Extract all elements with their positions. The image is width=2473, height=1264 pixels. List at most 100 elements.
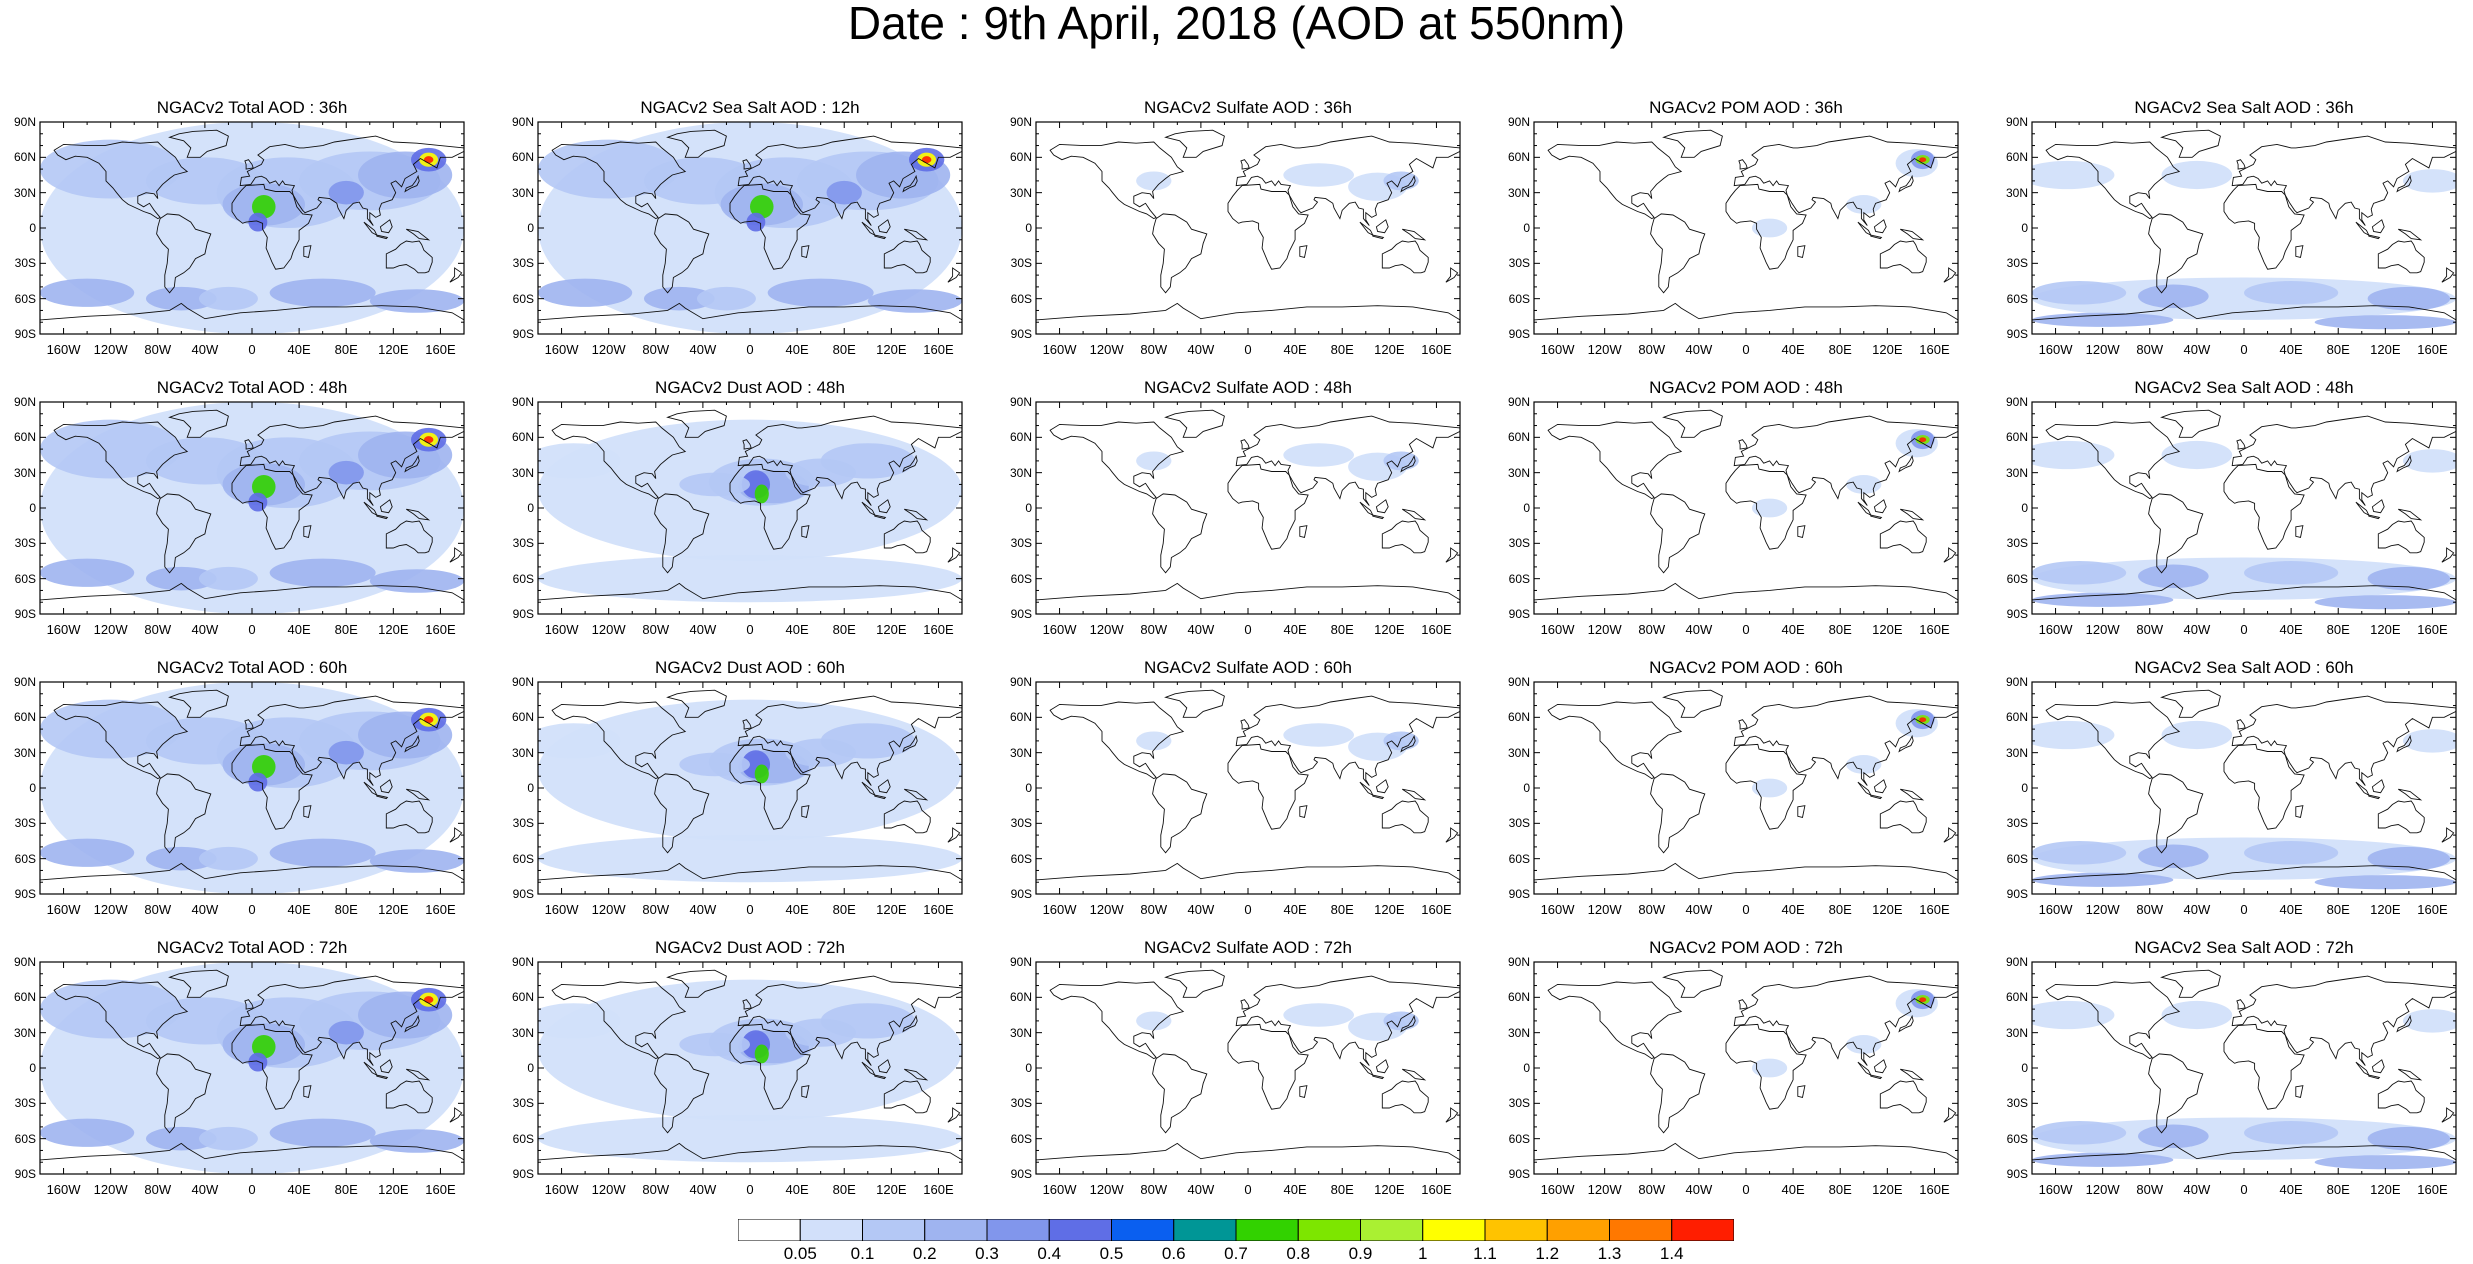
lon-label: 120W — [1089, 902, 1124, 917]
coastline — [1375, 1059, 1389, 1074]
lat-label: 90S — [512, 1167, 534, 1181]
panel-title: NGACv2 POM AOD : 48h — [1649, 378, 1843, 397]
map-panel: NGACv2 Sulfate AOD : 36h 90N 60N 30N 0 30S 60S… — [1010, 98, 1461, 357]
aod-field — [2161, 440, 2233, 470]
aod-field — [2032, 561, 2127, 585]
lon-label: 80E — [832, 1182, 856, 1197]
lon-label: 120E — [876, 342, 907, 357]
aod-field — [820, 443, 915, 479]
coastline — [379, 1059, 393, 1074]
panel-title: NGACv2 Sea Salt AOD : 12h — [640, 98, 860, 117]
aod-field — [252, 1035, 276, 1059]
lon-label: 40E — [2279, 902, 2303, 917]
panel-title: NGACv2 Total AOD : 72h — [156, 938, 348, 957]
coastline — [801, 1085, 810, 1098]
lon-label: 0 — [2240, 902, 2248, 917]
aod-field — [538, 1115, 962, 1163]
map-panel: NGACv2 Total AOD : 60h 90N 60N 30N 0 30S 60S 90… — [14, 658, 465, 917]
aod-field — [2161, 160, 2233, 190]
aod-field — [146, 566, 217, 591]
lon-label: 120W — [2085, 902, 2120, 917]
coastline — [1873, 219, 1887, 234]
world-map — [1035, 681, 1461, 895]
lon-label: 120W — [1587, 1182, 1622, 1197]
coastline — [1445, 827, 1459, 843]
lat-label: 0 — [29, 501, 36, 515]
lat-label: 90S — [2006, 1167, 2028, 1181]
lat-label: 30S — [2006, 816, 2028, 831]
aod-field — [423, 436, 434, 444]
lon-label: 160W — [46, 622, 81, 637]
panel-title: NGACv2 Total AOD : 60h — [156, 658, 348, 677]
coastline — [404, 1014, 420, 1033]
coastline — [737, 975, 962, 1066]
lat-label: 60N — [1009, 430, 1032, 445]
lat-label: 90N — [1009, 955, 1032, 969]
coastline — [1738, 999, 1748, 1010]
coastline — [156, 213, 212, 294]
lon-label: 0 — [2240, 342, 2248, 357]
coastline — [239, 415, 464, 506]
lon-label: 160E — [425, 1182, 456, 1197]
lat-label: 60S — [2006, 291, 2028, 306]
map-panel: NGACv2 Sea Salt AOD : 48h 90N 60N 30N 0 30S 60… — [2006, 378, 2457, 637]
lon-label: 160W — [544, 1182, 579, 1197]
coastline — [156, 1053, 212, 1134]
coastline — [404, 734, 420, 753]
world-map — [1533, 681, 1959, 895]
coastline — [2371, 1059, 2385, 1074]
lon-label: 160W — [2038, 902, 2073, 917]
coastline — [1400, 174, 1416, 193]
aod-field — [2367, 286, 2451, 311]
lon-label: 160E — [1919, 342, 1950, 357]
coastline — [1381, 800, 1429, 834]
lat-label: 30S — [512, 1096, 534, 1111]
coastline — [666, 969, 727, 998]
coastline — [2160, 969, 2221, 998]
lon-label: 80E — [334, 902, 358, 917]
lat-label: 90S — [2006, 327, 2028, 341]
coastline — [1402, 228, 1427, 241]
lon-label: 80W — [144, 622, 172, 637]
lon-label: 120E — [2370, 1182, 2401, 1197]
lon-label: 80W — [1638, 342, 1666, 357]
world-map — [39, 961, 465, 1175]
coastline — [1400, 1014, 1416, 1033]
lon-label: 80E — [334, 622, 358, 637]
coastline — [379, 499, 393, 514]
lon-label: 40E — [785, 342, 809, 357]
world-map — [1533, 961, 1959, 1175]
colorbar-label: 0.4 — [1037, 1244, 1062, 1263]
aod-field — [1751, 498, 1788, 518]
colorbar-box — [1235, 1219, 1299, 1241]
coastline — [1900, 228, 1925, 241]
lat-label: 30N — [1507, 465, 1530, 480]
panel-title: NGACv2 POM AOD : 72h — [1649, 938, 1843, 957]
aod-field — [867, 289, 962, 313]
lat-label: 90S — [1508, 607, 1530, 621]
coastline — [1797, 1085, 1806, 1098]
coastline — [1299, 245, 1308, 258]
lon-label: 40W — [689, 1182, 717, 1197]
coastline — [1725, 463, 1807, 550]
aod-field — [921, 156, 932, 164]
coastline — [2377, 520, 2425, 554]
coastline — [551, 141, 687, 220]
world-map — [537, 681, 963, 895]
aod-field — [538, 278, 633, 307]
lat-label: 90N — [2005, 115, 2028, 129]
coastline — [2148, 1053, 2204, 1134]
coastline — [904, 788, 929, 801]
lat-label: 0 — [1025, 501, 1032, 515]
aod-field — [369, 1129, 464, 1153]
lon-label: 40E — [287, 902, 311, 917]
panel-title: NGACv2 Total AOD : 36h — [156, 98, 348, 117]
aod-field — [2032, 720, 2115, 750]
colorbar-box — [1609, 1219, 1673, 1241]
coastline — [376, 1074, 389, 1080]
map-panel: NGACv2 Sea Salt AOD : 60h 90N 60N 30N 0 30S 60… — [2006, 658, 2457, 917]
coastline — [801, 525, 810, 538]
coastline — [1227, 463, 1309, 550]
lat-label: 90N — [2005, 675, 2028, 689]
panel-title: NGACv2 Total AOD : 48h — [156, 378, 348, 397]
